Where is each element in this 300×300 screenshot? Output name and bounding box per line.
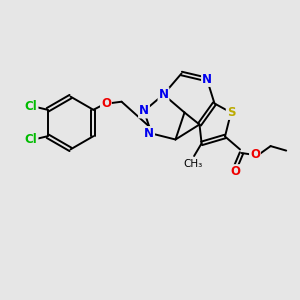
Text: O: O <box>101 97 111 110</box>
Text: N: N <box>139 104 149 118</box>
Text: O: O <box>230 165 240 178</box>
Text: S: S <box>227 106 235 119</box>
Text: Cl: Cl <box>25 133 38 146</box>
Text: N: N <box>144 127 154 140</box>
Text: Cl: Cl <box>25 100 38 113</box>
Text: O: O <box>250 148 260 161</box>
Text: N: N <box>202 73 212 86</box>
Text: CH₃: CH₃ <box>183 159 202 169</box>
Text: N: N <box>158 88 169 101</box>
